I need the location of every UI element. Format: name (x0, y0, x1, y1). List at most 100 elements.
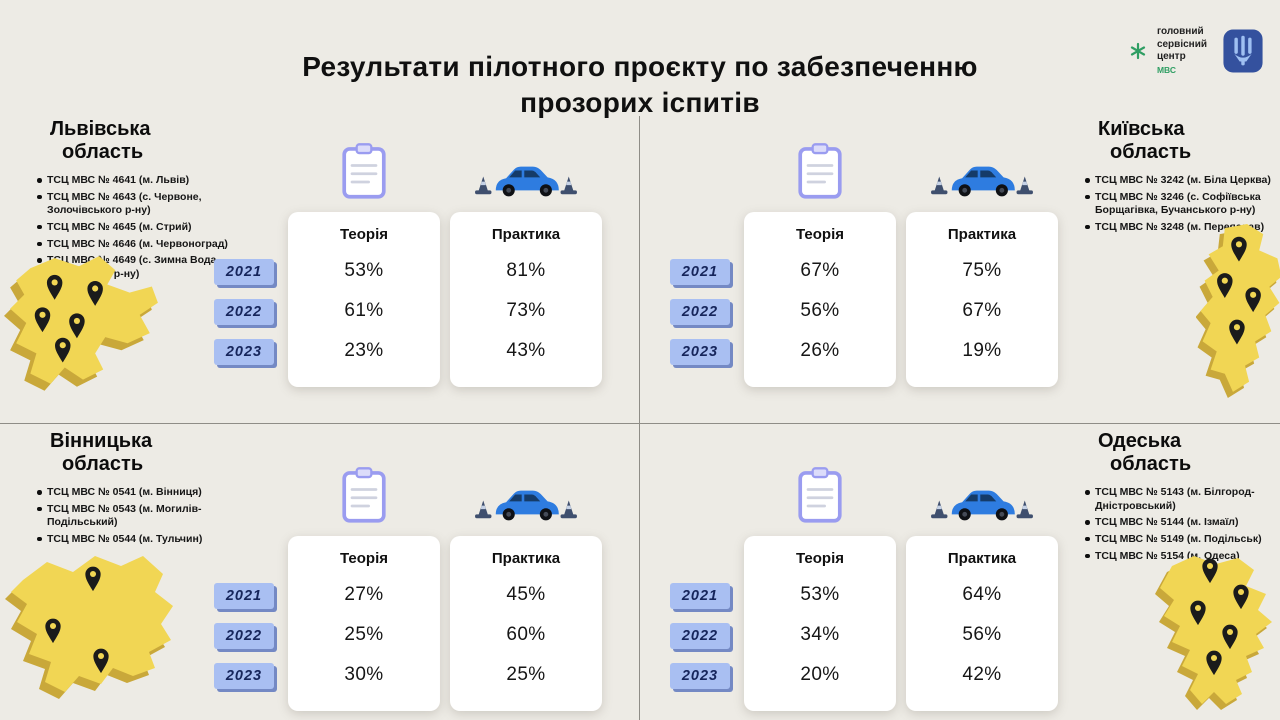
region-name-line2: область (62, 453, 144, 475)
divider-vertical (639, 116, 640, 720)
year-pill-2022: 2022 (214, 299, 274, 325)
practice-value-2023: 25% (506, 664, 546, 685)
year-pill-2023: 2023 (670, 339, 730, 365)
region-title-vinnytsia: Вінницька область (50, 430, 236, 476)
map-kyiv-oblast (1196, 224, 1280, 398)
practice-value-2022: 56% (962, 624, 1002, 645)
tsc-item: ТСЦ МВС № 4641 (м. Львів) (36, 174, 228, 188)
practice-value-2021: 81% (506, 260, 546, 281)
practice-car-icon (925, 477, 1039, 524)
region-name-line1: Одеська (1098, 430, 1182, 452)
tsc-item: ТСЦ МВС № 3242 (м. Біла Церква) (1084, 174, 1276, 188)
tsc-item: ТСЦ МВС № 0541 (м. Вінниця) (36, 486, 228, 500)
theory-clipboard-icon (797, 142, 843, 200)
theory-value-2021: 53% (344, 260, 384, 281)
practice-header: Практика (491, 226, 561, 243)
practice-header: Практика (947, 550, 1017, 567)
theory-value-2023: 20% (800, 664, 840, 685)
theory-value-2022: 56% (800, 300, 840, 321)
region-name-line1: Вінницька (50, 430, 153, 452)
year-pill-2022: 2022 (670, 623, 730, 649)
brand-line1: головний (1156, 26, 1204, 37)
region-title-lviv: Львівська область (50, 118, 236, 164)
theory-value-2021: 67% (800, 260, 840, 281)
region-name-line2: область (1110, 453, 1192, 475)
practice-car-icon (469, 153, 583, 200)
map-odesa-oblast (1155, 556, 1272, 710)
year-pill-2023: 2023 (670, 663, 730, 689)
tsc-item: ТСЦ МВС № 5149 (м. Подільськ) (1084, 533, 1276, 547)
year-pill-2023: 2023 (214, 339, 274, 365)
brand-line3: центр (1156, 51, 1186, 62)
practice-value-2022: 73% (506, 300, 546, 321)
practice-value-2023: 19% (962, 340, 1002, 361)
theory-clipboard-icon (341, 466, 387, 524)
theory-value-2023: 30% (344, 664, 384, 685)
panel-vinnytsia-oblast: Вінницька область ТСЦ МВС № 0541 (м. Він… (0, 424, 640, 720)
panel-odesa-oblast: Одеська область ТСЦ МВС № 5143 (м. Білго… (640, 424, 1280, 720)
practice-value-2022: 60% (506, 624, 546, 645)
year-column: 2021 2022 2023 (214, 212, 278, 387)
theory-value-2021: 53% (800, 584, 840, 605)
page-title-line2: прозорих іспитів (520, 86, 760, 118)
year-pill-2021: 2021 (670, 583, 730, 609)
theory-header: Теорія (339, 550, 388, 567)
region-title-kyiv: Київська область (1098, 118, 1280, 164)
theory-clipboard-icon (797, 466, 843, 524)
tsc-item: ТСЦ МВС № 4645 (м. Стрий) (36, 221, 228, 235)
region-title-odesa: Одеська область (1098, 430, 1280, 476)
tsc-item: ТСЦ МВС № 5154 (м. Одеса) (1084, 550, 1276, 564)
tsc-item: ТСЦ МВС № 4646 (м. Червоноград) (36, 238, 228, 252)
theory-value-2023: 23% (344, 340, 384, 361)
theory-header: Теорія (795, 226, 844, 243)
practice-card: Практика 81% 73% 43% (450, 212, 602, 387)
year-pill-2023: 2023 (214, 663, 274, 689)
panel-lviv-oblast: Львівська область ТСЦ МВС № 4641 (м. Льв… (0, 112, 640, 423)
divider-horizontal (0, 423, 1280, 424)
tsc-item: ТСЦ МВС № 3248 (м. Переяслав) (1084, 221, 1276, 235)
region-name-line1: Київська (1098, 118, 1185, 140)
tsc-item: ТСЦ МВС № 0543 (м. Могилів-Подільський) (36, 503, 228, 530)
tsc-item: ТСЦ МВС № 5143 (м. Білгород-Дністровськи… (1084, 486, 1276, 513)
tsc-item: ТСЦ МВС № 0544 (м. Тульчин) (36, 533, 228, 547)
year-column: 2021 2022 2023 (214, 536, 278, 711)
theory-value-2023: 26% (800, 340, 840, 361)
practice-header: Практика (947, 226, 1017, 243)
brand-line2: сервісний (1156, 38, 1207, 50)
year-pill-2021: 2021 (214, 583, 274, 609)
year-pill-2021: 2021 (670, 259, 730, 285)
practice-card: Практика 64% 56% 42% (906, 536, 1058, 711)
practice-card: Практика 75% 67% 19% (906, 212, 1058, 387)
year-pill-2022: 2022 (214, 623, 274, 649)
practice-value-2023: 42% (962, 664, 1002, 685)
year-column: 2021 2022 2023 (670, 212, 734, 387)
tsc-list-odesa: ТСЦ МВС № 5143 (м. Білгород-Дністровськи… (1084, 486, 1276, 563)
service-center-logo-icon (1130, 42, 1146, 59)
theory-card: Теорія 53% 34% 20% (744, 536, 896, 711)
theory-card: Теорія 27% 25% 30% (288, 536, 440, 711)
region-name-line2: область (62, 141, 144, 163)
theory-header: Теорія (339, 226, 388, 243)
theory-header: Теорія (795, 550, 844, 567)
practice-value-2021: 75% (962, 260, 1002, 281)
tsc-list-vinnytsia: ТСЦ МВС № 0541 (м. Вінниця) ТСЦ МВС № 05… (36, 486, 228, 547)
practice-card: Практика 45% 60% 25% (450, 536, 602, 711)
map-vinnytsia-oblast (5, 556, 173, 699)
practice-car-icon (925, 153, 1039, 200)
region-name-line1: Львівська (50, 118, 151, 140)
brand-area: головний сервісний центр МВС (1128, 26, 1264, 75)
tsc-item: ТСЦ МВС № 4643 (с. Червоне, Золочівськог… (36, 191, 228, 218)
theory-card: Теорія 67% 56% 26% (744, 212, 896, 387)
practice-value-2021: 45% (506, 584, 546, 605)
practice-car-icon (469, 477, 583, 524)
map-lviv-oblast (4, 256, 158, 391)
brand-text: головний сервісний центр МВС (1157, 26, 1207, 75)
theory-value-2021: 27% (344, 584, 384, 605)
theory-clipboard-icon (341, 142, 387, 200)
theory-value-2022: 25% (344, 624, 384, 645)
brand-mvs: МВС (1156, 64, 1176, 75)
tsc-item: ТСЦ МВС № 3246 (с. Софіївська Борщагівка… (1084, 191, 1276, 218)
theory-value-2022: 34% (800, 624, 840, 645)
tsc-list-lviv: ТСЦ МВС № 4641 (м. Львів) ТСЦ МВС № 4643… (36, 174, 228, 281)
theory-value-2022: 61% (344, 300, 384, 321)
